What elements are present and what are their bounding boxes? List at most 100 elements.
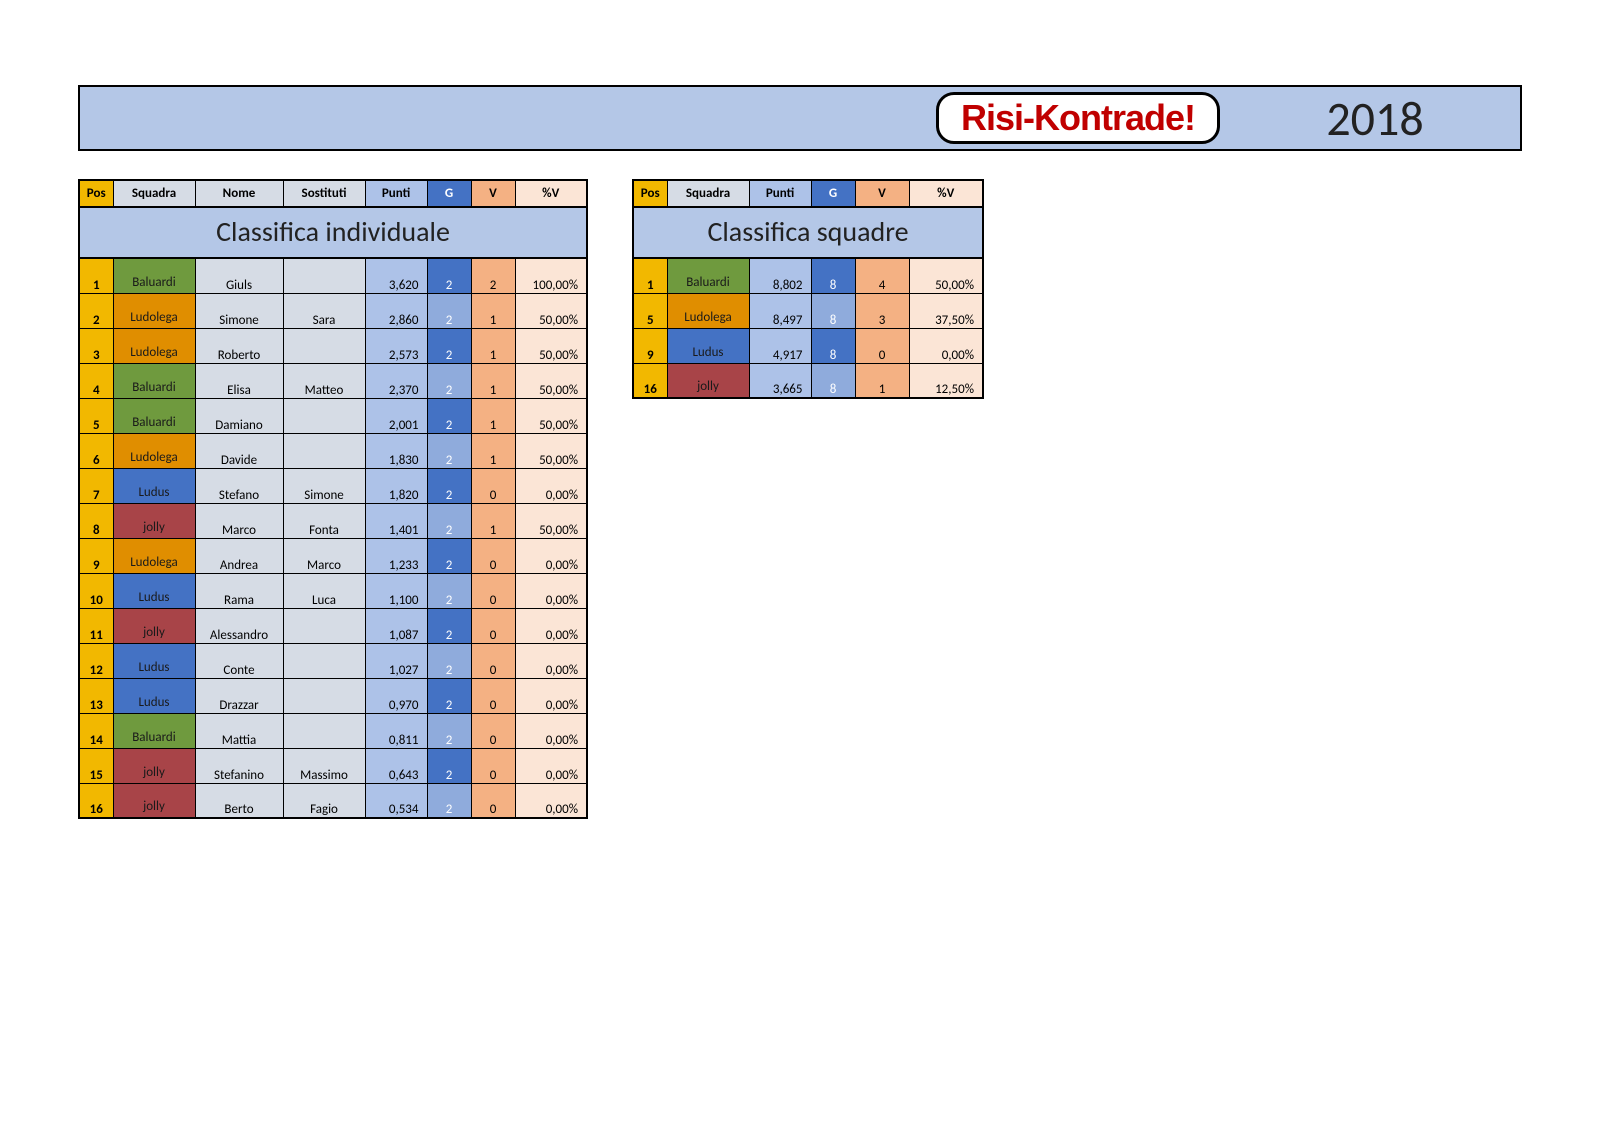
cell-v: 0 — [471, 678, 515, 713]
cell-pct: 50,00% — [515, 293, 587, 328]
cell-nome: Giuls — [195, 258, 283, 293]
col-header: Sostituti — [283, 180, 365, 207]
cell-punti: 8,497 — [749, 293, 811, 328]
banner-spacer — [80, 87, 936, 149]
cell-squadra: jolly — [113, 748, 195, 783]
table-row: 10LudusRamaLuca1,100200,00% — [79, 573, 587, 608]
table-row: 1BaluardiGiuls3,62022100,00% — [79, 258, 587, 293]
cell-g: 2 — [427, 713, 471, 748]
cell-punti: 2,370 — [365, 363, 427, 398]
cell-v: 0 — [855, 328, 909, 363]
col-header: Pos — [633, 180, 667, 207]
cell-g: 2 — [427, 398, 471, 433]
table-title: Classifica squadre — [633, 207, 983, 258]
table-row: 6LudolegaDavide1,8302150,00% — [79, 433, 587, 468]
table-row: 9LudolegaAndreaMarco1,233200,00% — [79, 538, 587, 573]
cell-pct: 0,00% — [515, 538, 587, 573]
cell-nome: Simone — [195, 293, 283, 328]
cell-punti: 0,970 — [365, 678, 427, 713]
logo: Risi-Kontrade! — [936, 92, 1220, 144]
table-title: Classifica individuale — [79, 207, 587, 258]
cell-sost — [283, 328, 365, 363]
cell-punti: 0,643 — [365, 748, 427, 783]
cell-pct: 50,00% — [515, 328, 587, 363]
col-header: Squadra — [667, 180, 749, 207]
cell-nome: Marco — [195, 503, 283, 538]
cell-pct: 50,00% — [909, 258, 983, 293]
cell-sost — [283, 608, 365, 643]
col-header: Punti — [365, 180, 427, 207]
cell-v: 1 — [471, 398, 515, 433]
cell-squadra: Ludolega — [113, 433, 195, 468]
cell-pos: 3 — [79, 328, 113, 363]
cell-punti: 0,534 — [365, 783, 427, 818]
cell-punti: 0,811 — [365, 713, 427, 748]
cell-pos: 9 — [633, 328, 667, 363]
cell-v: 1 — [471, 328, 515, 363]
cell-pct: 0,00% — [909, 328, 983, 363]
cell-squadra: Ludus — [667, 328, 749, 363]
cell-pos: 5 — [633, 293, 667, 328]
cell-pos: 7 — [79, 468, 113, 503]
table-row: 7LudusStefanoSimone1,820200,00% — [79, 468, 587, 503]
table-row: 11jollyAlessandro1,087200,00% — [79, 608, 587, 643]
cell-squadra: jolly — [113, 503, 195, 538]
cell-v: 1 — [471, 293, 515, 328]
cell-nome: Damiano — [195, 398, 283, 433]
individual-table: Classifica individualePosSquadraNomeSost… — [78, 179, 588, 819]
cell-nome: Conte — [195, 643, 283, 678]
cell-v: 1 — [471, 363, 515, 398]
cell-nome: Elisa — [195, 363, 283, 398]
col-header: Pos — [79, 180, 113, 207]
cell-nome: Andrea — [195, 538, 283, 573]
cell-pos: 8 — [79, 503, 113, 538]
cell-g: 2 — [427, 538, 471, 573]
cell-g: 2 — [427, 363, 471, 398]
cell-punti: 4,917 — [749, 328, 811, 363]
col-header: %V — [515, 180, 587, 207]
table-row: 2LudolegaSimoneSara2,8602150,00% — [79, 293, 587, 328]
cell-g: 2 — [427, 503, 471, 538]
table-row: 13LudusDrazzar0,970200,00% — [79, 678, 587, 713]
col-header: G — [427, 180, 471, 207]
cell-pct: 37,50% — [909, 293, 983, 328]
cell-pos: 5 — [79, 398, 113, 433]
cell-v: 0 — [471, 643, 515, 678]
col-header: %V — [909, 180, 983, 207]
cell-pos: 2 — [79, 293, 113, 328]
cell-punti: 3,620 — [365, 258, 427, 293]
cell-sost: Fagio — [283, 783, 365, 818]
cell-squadra: jolly — [113, 783, 195, 818]
cell-g: 2 — [427, 293, 471, 328]
cell-g: 2 — [427, 573, 471, 608]
cell-squadra: Baluardi — [113, 713, 195, 748]
banner: Risi-Kontrade! 2018 — [78, 85, 1522, 151]
cell-g: 8 — [811, 293, 855, 328]
cell-punti: 1,830 — [365, 433, 427, 468]
cell-g: 2 — [427, 433, 471, 468]
teams-table: Classifica squadrePosSquadraPuntiGV%V1Ba… — [632, 179, 984, 399]
col-header: V — [471, 180, 515, 207]
col-header: Punti — [749, 180, 811, 207]
table-row: 1Baluardi8,8028450,00% — [633, 258, 983, 293]
cell-sost — [283, 258, 365, 293]
cell-g: 8 — [811, 328, 855, 363]
col-header: Nome — [195, 180, 283, 207]
cell-punti: 3,665 — [749, 363, 811, 398]
cell-punti: 1,100 — [365, 573, 427, 608]
cell-squadra: jolly — [667, 363, 749, 398]
cell-g: 2 — [427, 328, 471, 363]
year-label: 2018 — [1240, 89, 1520, 148]
table-row: 8jollyMarcoFonta1,4012150,00% — [79, 503, 587, 538]
cell-v: 0 — [471, 608, 515, 643]
cell-v: 0 — [471, 748, 515, 783]
cell-pct: 50,00% — [515, 503, 587, 538]
cell-g: 2 — [427, 608, 471, 643]
cell-pct: 50,00% — [515, 398, 587, 433]
cell-punti: 1,820 — [365, 468, 427, 503]
cell-v: 0 — [471, 783, 515, 818]
cell-pos: 16 — [79, 783, 113, 818]
col-header: V — [855, 180, 909, 207]
cell-g: 2 — [427, 468, 471, 503]
cell-squadra: Ludus — [113, 643, 195, 678]
